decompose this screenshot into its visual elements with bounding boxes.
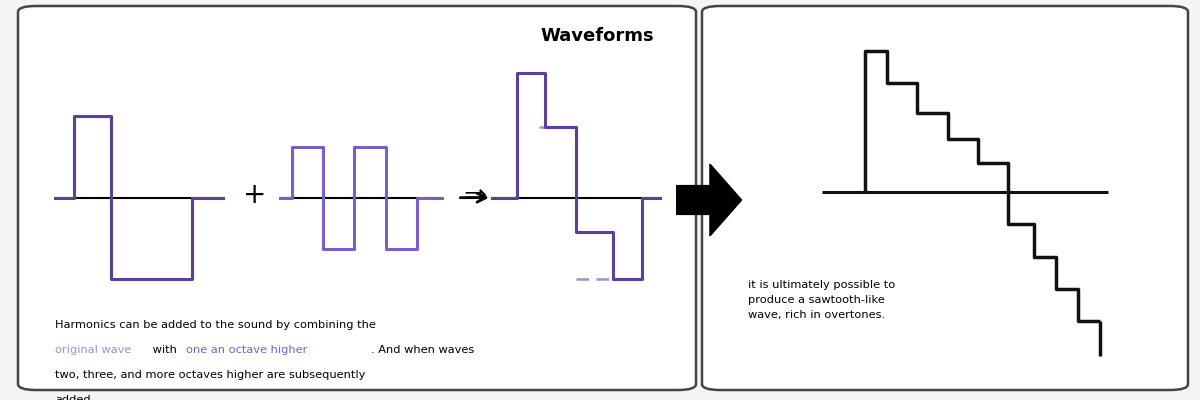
Text: . And when waves: . And when waves bbox=[371, 345, 474, 355]
Text: one an octave higher: one an octave higher bbox=[186, 345, 307, 355]
Text: original wave: original wave bbox=[55, 345, 131, 355]
Text: added,: added, bbox=[55, 395, 95, 400]
Text: it is ultimately possible to
produce a sawtooth-like
wave, rich in overtones.: it is ultimately possible to produce a s… bbox=[748, 280, 895, 320]
Text: Harmonics can be added to the sound by combining the: Harmonics can be added to the sound by c… bbox=[55, 320, 376, 330]
Text: with: with bbox=[149, 345, 180, 355]
Polygon shape bbox=[676, 164, 742, 236]
Text: +: + bbox=[242, 182, 266, 210]
Text: Waveforms: Waveforms bbox=[540, 27, 654, 45]
Text: two, three, and more octaves higher are subsequently: two, three, and more octaves higher are … bbox=[55, 370, 365, 380]
Text: ⇒: ⇒ bbox=[463, 182, 486, 210]
